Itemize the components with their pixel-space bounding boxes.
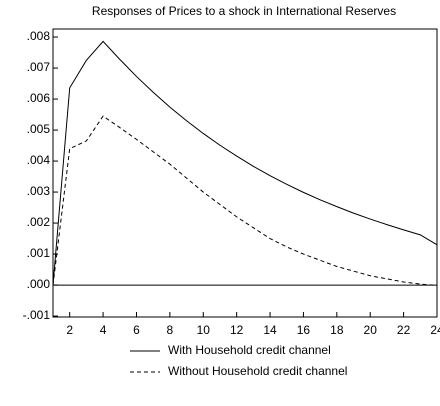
plot-frame (52, 28, 438, 318)
x-tick-label: 22 (397, 323, 411, 337)
x-tick-label: 24 (430, 323, 440, 337)
x-tick-label: 18 (330, 323, 344, 337)
x-tick-label: 2 (66, 323, 73, 337)
x-tick-label: 4 (100, 323, 107, 337)
x-tick-label: 16 (297, 323, 311, 337)
y-tick-label: .000 (27, 277, 51, 291)
x-tick-label: 8 (167, 323, 174, 337)
y-tick-label: .006 (27, 91, 51, 105)
legend-label: Without Household credit channel (168, 364, 347, 378)
chart-title: Responses of Prices to a shock in Intern… (92, 4, 396, 18)
series-line (52, 115, 438, 286)
x-tick-label: 10 (197, 323, 211, 337)
x-tick-label: 20 (364, 323, 378, 337)
y-tick-label: .007 (27, 60, 51, 74)
series-line (52, 40, 438, 286)
y-tick-label: .008 (27, 29, 51, 43)
x-tick-label: 12 (230, 323, 244, 337)
y-tick-label: .004 (27, 153, 51, 167)
x-tick-label: 6 (133, 323, 140, 337)
y-tick-label: .005 (27, 122, 51, 136)
y-tick-label: .001 (27, 246, 51, 260)
legend-label: With Household credit channel (168, 343, 331, 357)
x-tick-label: 14 (263, 323, 277, 337)
y-tick-label: -.001 (23, 308, 51, 322)
y-tick-label: .002 (27, 215, 51, 229)
y-tick-label: .003 (27, 184, 51, 198)
